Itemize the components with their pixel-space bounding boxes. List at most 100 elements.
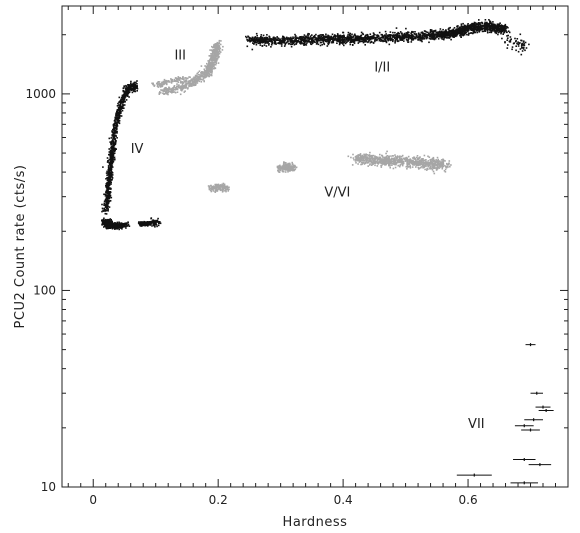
data-point [454, 30, 456, 32]
data-point [356, 39, 358, 42]
data-point [118, 223, 121, 226]
data-point [318, 34, 321, 37]
data-point [355, 37, 358, 40]
data-point [327, 40, 330, 42]
data-point [304, 40, 307, 42]
data-point [106, 187, 108, 190]
data-point [344, 42, 347, 45]
data-point [160, 83, 162, 85]
data-point [428, 41, 430, 44]
data-point [340, 42, 343, 44]
data-point [145, 221, 147, 224]
data-point [259, 37, 262, 39]
data-point [181, 82, 184, 84]
data-point [460, 34, 462, 36]
data-point [287, 171, 289, 173]
data-point [223, 187, 226, 189]
data-point [170, 82, 173, 84]
data-point [112, 159, 114, 162]
data-point [111, 220, 113, 223]
data-point [107, 165, 110, 167]
data-point [168, 90, 170, 92]
data-point [212, 59, 214, 62]
data-point [175, 80, 178, 83]
data-point [502, 33, 504, 35]
data-point [184, 86, 187, 88]
data-point [520, 39, 522, 42]
data-point [212, 190, 215, 192]
data-point [478, 19, 480, 21]
data-point [208, 61, 210, 64]
data-point [426, 36, 428, 38]
data-point [157, 217, 159, 220]
data-point [106, 202, 109, 204]
data-point [417, 37, 420, 39]
data-point [284, 42, 287, 45]
data-point [115, 223, 118, 225]
data-point [368, 38, 371, 41]
data-point [166, 92, 169, 94]
data-point [205, 76, 208, 78]
data-point [192, 77, 195, 80]
data-point [446, 37, 448, 39]
data-point [285, 36, 288, 39]
data-point [256, 41, 259, 43]
data-point [361, 38, 364, 41]
data-point [107, 192, 109, 195]
data-point [133, 85, 135, 88]
data-point [256, 34, 258, 37]
data-point [471, 27, 473, 29]
data-point [130, 89, 132, 92]
data-point [118, 222, 121, 224]
data-point [327, 39, 330, 41]
data-point [474, 31, 477, 34]
data-point [341, 37, 344, 40]
data-point [340, 36, 342, 38]
data-point [494, 27, 497, 30]
data-point [219, 184, 222, 186]
data-point [107, 179, 109, 181]
data-point [525, 47, 528, 49]
data-point [125, 227, 127, 229]
data-point [114, 149, 116, 152]
data-point [315, 39, 317, 41]
data-point [211, 66, 214, 69]
data-point [268, 40, 270, 42]
data-point [213, 55, 215, 57]
data-point [112, 137, 114, 140]
data-point [164, 92, 167, 94]
data-point [387, 34, 390, 37]
data-point [122, 103, 124, 106]
data-point [211, 45, 213, 48]
data-point [321, 38, 323, 40]
data-point [206, 62, 208, 65]
data-point [392, 34, 395, 36]
data-point [257, 42, 259, 44]
data-point [462, 29, 465, 31]
data-point [125, 88, 127, 90]
data-point [486, 23, 488, 26]
data-point [345, 40, 347, 42]
data-point [474, 28, 476, 31]
data-point [391, 37, 393, 40]
data-point [215, 55, 217, 58]
data-point [124, 90, 126, 92]
data-point [296, 36, 298, 39]
data-point [108, 170, 110, 172]
data-point [210, 74, 213, 77]
data-point [117, 108, 120, 111]
data-point [209, 55, 212, 57]
data-point [452, 30, 454, 32]
data-point [328, 35, 330, 37]
data-point [164, 87, 167, 90]
data-point [373, 33, 375, 35]
data-point [279, 42, 282, 45]
data-point [210, 74, 212, 76]
data-point [299, 41, 301, 43]
data-point [476, 29, 479, 32]
data-point [517, 41, 519, 43]
data-point [463, 31, 465, 33]
data-point [269, 38, 272, 40]
data-point [474, 25, 476, 28]
data-point [337, 36, 339, 38]
